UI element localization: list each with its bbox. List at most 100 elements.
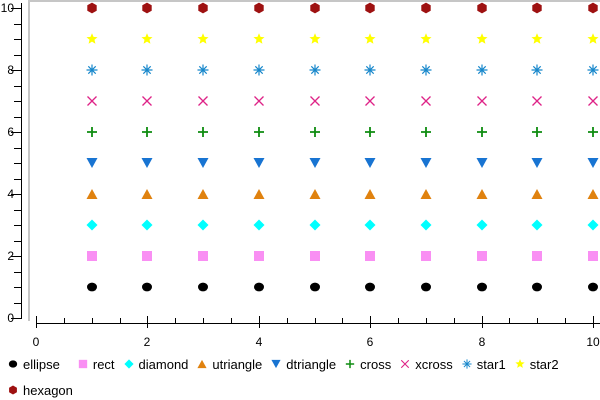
y-axis-minor-tick [14,148,21,149]
x-axis-major-tick [370,316,371,323]
legend-item-diamond: diamond [123,356,189,372]
x-axis-major-tick [593,316,594,323]
marker-diamond [141,219,153,231]
marker-utriangle [476,189,488,199]
marker-xcross [142,96,152,106]
legend-item-star1: star1 [462,357,506,372]
marker-star1 [531,64,543,76]
marker-diamond [364,219,376,231]
y-axis-minor-tick [14,241,21,242]
marker-hexagon [421,2,431,14]
marker-cross [254,127,264,137]
x-axis-minor-tick [537,318,538,323]
legend-label: ellipse [23,356,60,372]
marker-diamond [476,219,488,231]
x-axis-minor-tick [342,318,343,323]
marker-hexagon [365,2,375,14]
x-axis-minor-tick [398,318,399,323]
plot-border-top [28,0,600,2]
marker-rect [532,251,542,261]
marker-star2 [253,33,265,44]
marker-rect [365,251,375,261]
x-axis-major-tick-down [259,324,260,328]
marker-rect [142,251,152,261]
x-axis-tick-label: 10 [586,335,600,349]
marker-hexagon [254,2,264,14]
legend-label: rect [92,356,115,372]
marker-xcross [588,96,598,106]
ellipse-legend-icon [8,360,18,368]
utriangle-legend-icon [197,359,207,369]
legend-item-star2: star2 [515,357,559,372]
marker-dtriangle [141,158,153,168]
marker-star2 [197,33,209,44]
legend-item-xcross: xcross [400,357,453,372]
x-axis-major-tick [36,316,37,323]
marker-dtriangle [531,158,543,168]
legend-row-1: ellipse rect diamond utriangle dtriangle cros… [8,355,568,373]
marker-hexagon [87,2,97,14]
x-axis-minor-tick [454,318,455,323]
marker-star2 [420,33,432,44]
marker-star2 [141,33,153,44]
y-axis-tick-label: 8 [7,63,14,77]
marker-hexagon [532,2,542,14]
x-axis-minor-tick [231,318,232,323]
marker-dtriangle [476,158,488,168]
x-axis-major-tick-down [147,324,148,328]
x-axis-major-tick-down [370,324,371,328]
plot-border-left [28,0,30,321]
marker-xcross [87,96,97,106]
rect-legend-icon [78,359,88,369]
marker-ellipse [310,282,320,292]
x-axis-minor-tick [565,318,566,323]
marker-cross [532,127,542,137]
marker-dtriangle [86,158,98,168]
marker-ellipse [532,282,542,292]
y-axis-major-tick [11,318,21,319]
marker-diamond [309,219,321,231]
x-axis-major-tick [259,316,260,323]
marker-rect [588,251,598,261]
marker-star1 [364,64,376,76]
y-axis-tick-label: 4 [7,187,14,201]
marker-dtriangle [197,158,209,168]
y-axis-minor-tick [14,86,21,87]
legend-label: star2 [529,356,559,372]
marker-xcross [477,96,487,106]
x-axis-tick-label: 4 [255,335,263,349]
marker-xcross [198,96,208,106]
marker-diamond [420,219,432,231]
x-axis-minor-tick [92,318,93,323]
marker-star1 [141,64,153,76]
x-axis-major-tick [482,316,483,323]
legend-item-utriangle: utriangle [197,357,262,372]
marker-ellipse [142,282,152,292]
x-axis-major-tick-down [36,324,37,328]
x-axis-minor-tick [426,318,427,323]
star2-legend-icon [515,359,525,368]
marker-diamond [253,219,265,231]
marker-star2 [364,33,376,44]
marker-cross [142,127,152,137]
star1-legend-icon [462,359,472,369]
legend-label: diamond [138,356,189,372]
marker-xcross [421,96,431,106]
legend-item-ellipse: ellipse [8,357,60,372]
y-axis-minor-tick [14,39,21,40]
legend-label: xcross [415,356,453,372]
marker-xcross [365,96,375,106]
legend-row-2: hexagon [8,381,91,399]
x-axis-minor-tick [175,318,176,323]
x-axis-minor-tick [203,318,204,323]
y-axis-major-tick [11,70,21,71]
x-axis-line [36,323,600,324]
marker-star1 [86,64,98,76]
x-axis-minor-tick [315,318,316,323]
marker-cross [87,127,97,137]
marker-rect [310,251,320,261]
marker-ellipse [198,282,208,292]
legend-label: star1 [476,356,506,372]
cross-legend-icon [345,359,355,369]
marker-ellipse [588,282,598,292]
